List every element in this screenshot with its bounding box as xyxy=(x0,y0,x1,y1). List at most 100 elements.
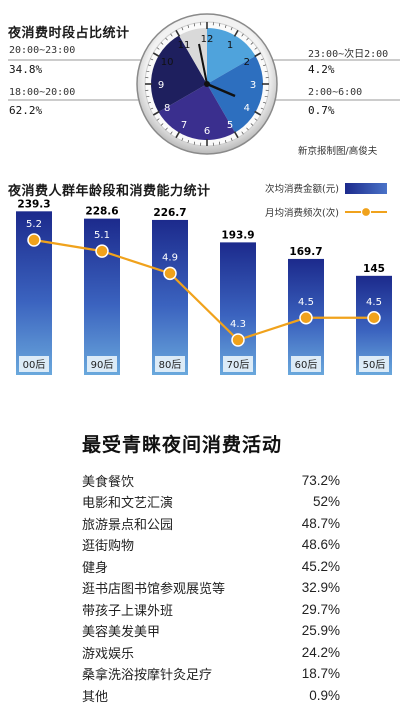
clock-number: 5 xyxy=(227,120,233,131)
clock-tick xyxy=(230,137,233,141)
clock-tick xyxy=(193,23,196,27)
category-box xyxy=(155,356,185,372)
category-label: 80后 xyxy=(159,359,182,371)
wedge-23-2 xyxy=(207,27,256,84)
activity-name: 逛书店图书馆参观展览等 xyxy=(82,582,226,597)
category-box xyxy=(223,356,253,372)
clock-tick xyxy=(224,24,227,28)
frequency-point xyxy=(95,244,109,258)
bar-value-label: 193.9 xyxy=(221,229,254,241)
wedge-2-6 xyxy=(207,56,264,133)
wedge-gray xyxy=(179,28,207,84)
clock-tick xyxy=(147,64,151,67)
clock-tick xyxy=(187,140,190,144)
bar-value-label: 226.7 xyxy=(153,207,186,219)
clock-number: 4 xyxy=(244,103,250,114)
clock-tick xyxy=(165,37,168,41)
activity-row: 旅游景点和公园 48.7% xyxy=(82,513,340,533)
activity-value: 25.9% xyxy=(301,623,340,638)
clock-tick xyxy=(260,107,264,110)
clock-tick xyxy=(147,101,151,104)
activity-value: 45.2% xyxy=(301,558,340,574)
category-box xyxy=(19,356,49,372)
clock-tick xyxy=(175,131,181,139)
clock-tick xyxy=(230,27,233,31)
activity-row: 电影和文艺汇演 52% xyxy=(82,492,340,512)
clock-center xyxy=(204,81,210,87)
category-box xyxy=(359,356,389,372)
clock-tick xyxy=(146,95,150,98)
clock-tick xyxy=(254,52,262,58)
clock-number: 7 xyxy=(181,120,187,131)
frequency-line xyxy=(33,238,374,342)
clock-number: 3 xyxy=(250,80,256,91)
activity-value: 24.2% xyxy=(301,644,340,660)
clock-tick xyxy=(241,131,244,135)
clock-tick xyxy=(246,127,249,131)
clock-tick xyxy=(233,131,239,139)
clock-tick xyxy=(146,70,150,73)
bar-line-chart: 239.3 228.6 226.7 193.9 169.7 145 00后 90后 80后 70… xyxy=(16,198,392,375)
clock-tick xyxy=(152,52,160,58)
legend-bar: 次均消费金额(元) xyxy=(265,181,387,195)
category-box xyxy=(291,356,321,372)
clock-hour-hand xyxy=(206,82,236,98)
label-pct-20-23: 34.8% xyxy=(9,63,43,76)
bar xyxy=(84,218,120,375)
clock-tick xyxy=(250,42,254,45)
frequency-point xyxy=(27,233,41,247)
clock-tick xyxy=(181,27,184,31)
activity-value: 48.7% xyxy=(301,515,340,531)
frequency-value-label: 5.1 xyxy=(94,230,110,241)
label-time-23-2: 23:00~次日2:00 xyxy=(308,49,389,60)
activity-name: 电影和文艺汇演 xyxy=(82,496,174,511)
clock-number: 12 xyxy=(201,34,214,45)
frequency-point xyxy=(163,266,177,281)
activity-value: 48.6% xyxy=(301,537,340,552)
chart-credit: 新京报制图/高俊夫 xyxy=(298,146,378,157)
label-pct-23-2: 4.2% xyxy=(308,63,335,76)
activity-name: 旅游景点和公园 xyxy=(82,517,174,533)
clock-section-title: 夜消费时段占比统计 xyxy=(8,26,130,41)
bar-value-label: 169.7 xyxy=(289,246,322,258)
activity-row: 游戏娱乐 24.2% xyxy=(82,642,340,662)
clock-tick xyxy=(193,141,196,145)
clock-tick xyxy=(233,29,239,37)
clock-minute-hand xyxy=(198,43,208,85)
clock-tick xyxy=(263,101,267,104)
clock-tick xyxy=(218,23,221,27)
activity-row: 健身 45.2% xyxy=(82,556,340,576)
label-time-2-6: 2:00~6:00 xyxy=(308,87,363,98)
bar-value-label: 228.6 xyxy=(85,206,118,218)
clock-tick xyxy=(246,37,249,41)
activity-value: 0.9% xyxy=(309,687,340,703)
clock-tick xyxy=(187,24,190,28)
clock-numbers: 12 12 3 45 6 78 9 10 11 xyxy=(158,34,256,137)
clock-tick xyxy=(263,64,267,67)
bar xyxy=(220,242,256,375)
clock-number: 10 xyxy=(161,57,174,68)
category-box xyxy=(87,356,117,372)
category-label: 90后 xyxy=(91,359,114,371)
frequency-point xyxy=(231,333,245,347)
bar-section-title: 夜消费人群年龄段和消费能力统计 xyxy=(8,184,211,199)
activity-row: 逛书店图书馆参观展览等 32.9% xyxy=(82,578,340,598)
clock-tick xyxy=(160,42,164,45)
activity-row: 美食餐饮 73.2% xyxy=(82,470,340,490)
activities-title: 最受青睐夜间消费活动 xyxy=(82,434,283,456)
category-label: 50后 xyxy=(363,359,386,371)
category-label: 70后 xyxy=(227,359,250,371)
clock-number: 2 xyxy=(244,57,250,68)
frequency-value-label: 4.3 xyxy=(230,319,246,330)
activity-row: 逛街购物 48.6% xyxy=(82,535,340,555)
clock-tick xyxy=(264,95,268,98)
clock-ticks xyxy=(145,22,269,146)
clock-tick xyxy=(150,107,154,110)
clock-number: 9 xyxy=(158,80,164,91)
activity-name: 桑拿洗浴按摩针灸足疗 xyxy=(82,668,213,683)
frequency-value-label: 4.5 xyxy=(298,297,314,308)
clock-tick xyxy=(160,123,164,126)
clock-tick xyxy=(241,33,244,37)
legend-bar-label: 次均消费金额(元) xyxy=(265,184,339,195)
activity-row: 其他 0.9% xyxy=(82,685,340,705)
